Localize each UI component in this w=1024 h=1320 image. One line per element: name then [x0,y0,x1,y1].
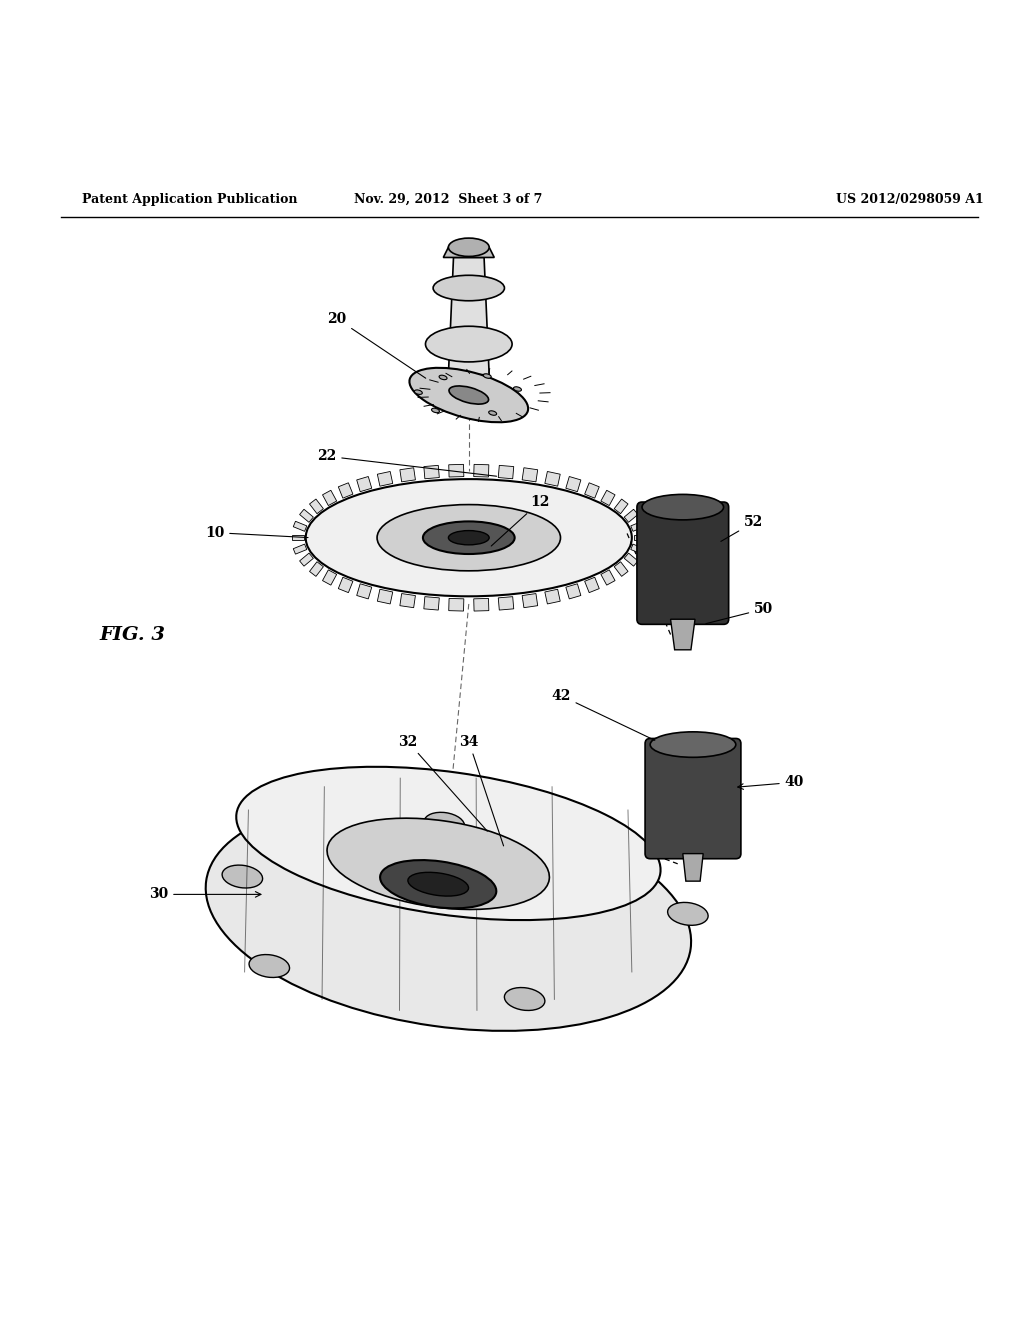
Ellipse shape [206,799,691,1031]
Ellipse shape [439,375,447,380]
FancyBboxPatch shape [645,738,741,859]
Polygon shape [449,465,464,477]
Polygon shape [338,483,353,498]
Ellipse shape [380,861,497,908]
Text: 34: 34 [459,734,504,846]
Ellipse shape [249,954,290,978]
Text: Patent Application Publication: Patent Application Publication [82,193,297,206]
Text: 30: 30 [148,887,261,902]
Ellipse shape [410,368,528,422]
Polygon shape [292,535,304,540]
Polygon shape [499,466,514,479]
Polygon shape [625,510,638,523]
Polygon shape [545,589,560,605]
Ellipse shape [408,873,469,896]
Polygon shape [585,483,599,498]
Text: 20: 20 [328,312,426,379]
Polygon shape [566,477,581,491]
Polygon shape [378,589,393,605]
Polygon shape [522,467,538,482]
Polygon shape [356,477,372,491]
Text: 42: 42 [551,689,654,741]
Polygon shape [614,499,628,513]
Ellipse shape [449,531,489,545]
Polygon shape [424,466,439,479]
Ellipse shape [483,374,492,379]
Polygon shape [449,257,489,375]
Polygon shape [300,553,313,566]
Polygon shape [601,490,615,506]
Polygon shape [585,577,599,593]
Polygon shape [424,597,439,610]
Text: 22: 22 [317,449,497,477]
Ellipse shape [433,276,505,301]
Polygon shape [449,598,464,611]
Polygon shape [378,471,393,486]
FancyBboxPatch shape [637,502,729,624]
Polygon shape [474,465,488,477]
Text: 50: 50 [706,602,773,623]
Polygon shape [499,597,514,610]
Ellipse shape [650,731,736,758]
Ellipse shape [327,818,550,909]
Ellipse shape [488,411,497,416]
Polygon shape [309,499,324,513]
Polygon shape [400,467,416,482]
Text: Nov. 29, 2012  Sheet 3 of 7: Nov. 29, 2012 Sheet 3 of 7 [354,193,543,206]
Text: 12: 12 [492,495,549,546]
Polygon shape [323,570,337,585]
Polygon shape [293,544,307,554]
Polygon shape [338,577,353,593]
Polygon shape [400,594,416,607]
Polygon shape [309,562,324,577]
Ellipse shape [377,504,560,570]
Polygon shape [631,544,644,554]
Polygon shape [522,594,538,607]
Polygon shape [671,619,695,649]
Polygon shape [614,562,628,577]
Ellipse shape [415,389,422,395]
Polygon shape [545,471,560,486]
Ellipse shape [642,495,724,520]
Text: 52: 52 [721,515,763,541]
Text: FIG. 3: FIG. 3 [99,626,166,644]
Text: 10: 10 [205,525,308,540]
Text: 40: 40 [737,775,804,789]
Ellipse shape [513,387,521,391]
Ellipse shape [449,385,488,404]
Ellipse shape [237,767,660,920]
Ellipse shape [505,987,545,1010]
Polygon shape [443,247,495,257]
Polygon shape [631,521,644,532]
Ellipse shape [424,812,465,836]
Polygon shape [683,854,703,882]
Polygon shape [566,583,581,599]
Ellipse shape [222,865,262,888]
Polygon shape [601,570,615,585]
Polygon shape [634,535,646,540]
Polygon shape [293,521,307,532]
Text: US 2012/0298059 A1: US 2012/0298059 A1 [836,193,983,206]
Polygon shape [356,583,372,599]
Ellipse shape [449,238,489,256]
Polygon shape [300,510,313,523]
Polygon shape [625,553,638,566]
Polygon shape [474,598,488,611]
Ellipse shape [431,408,439,413]
Ellipse shape [668,903,709,925]
Ellipse shape [306,479,632,597]
Ellipse shape [423,521,515,554]
Text: 32: 32 [398,734,487,832]
Polygon shape [323,490,337,506]
Ellipse shape [426,326,512,362]
